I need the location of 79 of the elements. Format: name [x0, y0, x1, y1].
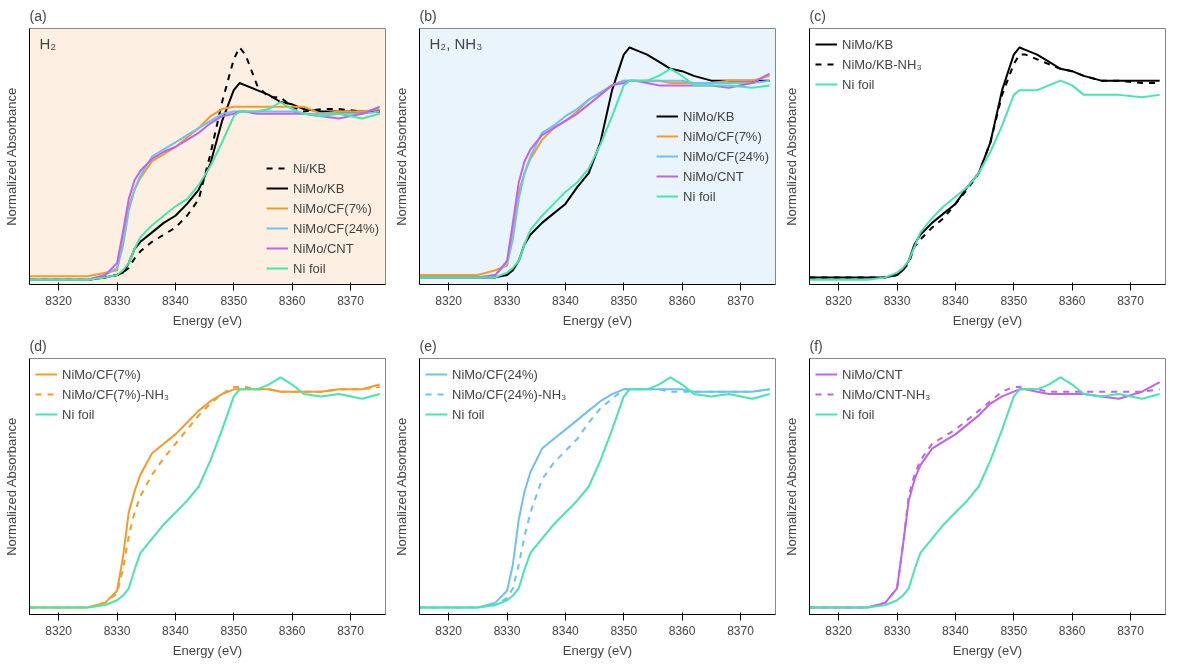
x-tick-label: 8350	[1000, 293, 1028, 308]
x-tick-label: 8340	[942, 623, 970, 638]
legend-label: NiMo/CF(7%)	[293, 200, 372, 216]
x-tick-label: 8320	[45, 623, 73, 638]
x-axis-title: Energy (eV)	[172, 312, 243, 328]
x-tick-label: 8360	[278, 623, 306, 638]
legend-label: NiMo/CF(24%)	[293, 220, 379, 236]
chart-title: (e)	[419, 337, 437, 354]
legend-label: NiMo/KB	[683, 108, 735, 124]
x-tick-label: 8340	[942, 293, 970, 308]
legend-label: NiMo/CF(7%)	[62, 366, 141, 382]
x-tick-label: 8360	[1058, 623, 1086, 638]
y-axis-title: Normalized Absorbance	[393, 87, 409, 226]
chart-title: (d)	[29, 337, 47, 354]
x-tick-label: 8320	[435, 623, 463, 638]
x-tick-label: 8320	[45, 293, 73, 308]
legend-label: NiMo/CF(7%)	[683, 128, 762, 144]
x-tick-label: 8370	[727, 623, 755, 638]
y-axis-title: Normalized Absorbance	[393, 417, 409, 556]
x-axis-title: Energy (eV)	[562, 312, 633, 328]
x-tick-label: 8370	[727, 293, 755, 308]
x-tick-label: 8370	[1117, 293, 1145, 308]
legend-label: NiMo/CF(24%)-NH₃	[452, 386, 567, 402]
legend-label: Ni foil	[62, 406, 95, 422]
x-tick-label: 8320	[825, 623, 853, 638]
x-tick-label: 8340	[552, 623, 580, 638]
annotation: H₂, NH₃	[429, 34, 483, 52]
x-tick-label: 8330	[103, 623, 131, 638]
x-tick-label: 8330	[883, 623, 911, 638]
legend-label: NiMo/KB	[293, 180, 345, 196]
chart-title: (c)	[809, 7, 826, 24]
x-axis-title: Energy (eV)	[172, 642, 243, 658]
legend-label: Ni foil	[842, 76, 875, 92]
x-tick-label: 8330	[883, 293, 911, 308]
legend-label: NiMo/CF(24%)	[452, 366, 538, 382]
legend-label: Ni foil	[842, 406, 875, 422]
legend-label: NiMo/KB-NH₃	[842, 56, 922, 72]
x-tick-label: 8350	[610, 623, 638, 638]
legend-label: Ni foil	[683, 188, 716, 204]
x-tick-label: 8320	[435, 293, 463, 308]
x-tick-label: 8360	[668, 293, 696, 308]
x-tick-label: 8360	[1058, 293, 1086, 308]
x-tick-label: 8330	[493, 293, 521, 308]
legend-label: NiMo/CNT	[842, 366, 903, 382]
legend-label: NiMo/CF(7%)-NH₃	[62, 386, 170, 402]
legend-label: NiMo/CF(24%)	[683, 148, 769, 164]
x-tick-label: 8370	[1117, 623, 1145, 638]
x-tick-label: 8330	[493, 623, 521, 638]
x-tick-label: 8350	[1000, 623, 1028, 638]
chart-title: (f)	[809, 337, 823, 354]
x-tick-label: 8370	[337, 623, 365, 638]
x-tick-label: 8340	[162, 623, 190, 638]
legend-label: Ni/KB	[293, 160, 327, 176]
y-axis-title: Normalized Absorbance	[3, 417, 19, 556]
legend-label: NiMo/CNT	[293, 240, 354, 256]
x-tick-label: 8370	[337, 293, 365, 308]
legend-label: Ni foil	[452, 406, 485, 422]
x-tick-label: 8340	[552, 293, 580, 308]
chart-title: (b)	[419, 7, 437, 24]
legend-label: Ni foil	[293, 260, 326, 276]
x-axis-title: Energy (eV)	[562, 642, 633, 658]
x-axis-title: Energy (eV)	[952, 312, 1023, 328]
x-tick-label: 8350	[220, 293, 248, 308]
x-tick-label: 8320	[825, 293, 853, 308]
annotation: H₂	[39, 34, 57, 52]
x-tick-label: 8350	[610, 293, 638, 308]
chart-title: (a)	[29, 7, 47, 24]
x-axis-title: Energy (eV)	[952, 642, 1023, 658]
x-tick-label: 8340	[162, 293, 190, 308]
legend-label: NiMo/CNT	[683, 168, 744, 184]
y-axis-title: Normalized Absorbance	[783, 87, 799, 226]
x-tick-label: 8350	[220, 623, 248, 638]
y-axis-title: Normalized Absorbance	[3, 87, 19, 226]
y-axis-title: Normalized Absorbance	[783, 417, 799, 556]
x-tick-label: 8360	[278, 293, 306, 308]
x-tick-label: 8330	[103, 293, 131, 308]
legend-label: NiMo/CNT-NH₃	[842, 386, 931, 402]
legend-label: NiMo/KB	[842, 36, 894, 52]
x-tick-label: 8360	[668, 623, 696, 638]
